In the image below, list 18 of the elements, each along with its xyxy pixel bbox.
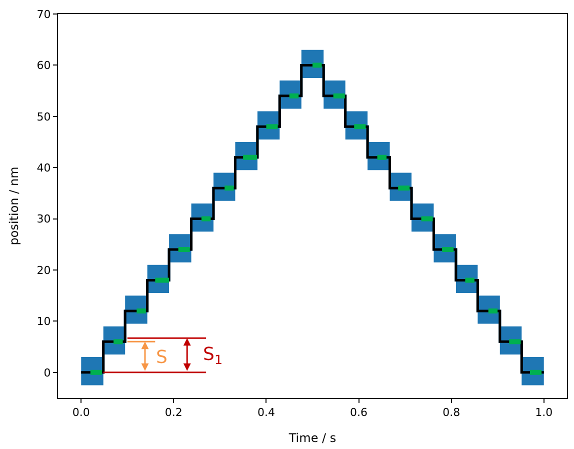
y-axis-title: position / nm [7, 166, 22, 246]
y-tick-label: 40 [36, 161, 51, 174]
y-tick-label: 10 [36, 315, 51, 328]
x-axis-title: Time / s [288, 431, 336, 446]
y-tick-label: 30 [36, 212, 51, 226]
x-tick-label: 0.2 [164, 406, 182, 420]
y-tick-label: 20 [36, 264, 51, 277]
annotation: S [156, 347, 168, 368]
y-tick-label: 70 [36, 8, 51, 21]
y-tick-label: 50 [36, 110, 51, 124]
y-tick-label: 60 [36, 59, 51, 72]
y-tick-label: 0 [44, 366, 51, 380]
x-tick-label: 0.0 [72, 406, 90, 420]
x-tick-label: 0.4 [257, 406, 275, 420]
x-tick-label: 1.0 [535, 406, 553, 420]
x-tick-label: 0.6 [350, 406, 368, 420]
annotation: S$_{1}$ [203, 344, 222, 367]
x-tick-label: 0.8 [442, 406, 460, 420]
